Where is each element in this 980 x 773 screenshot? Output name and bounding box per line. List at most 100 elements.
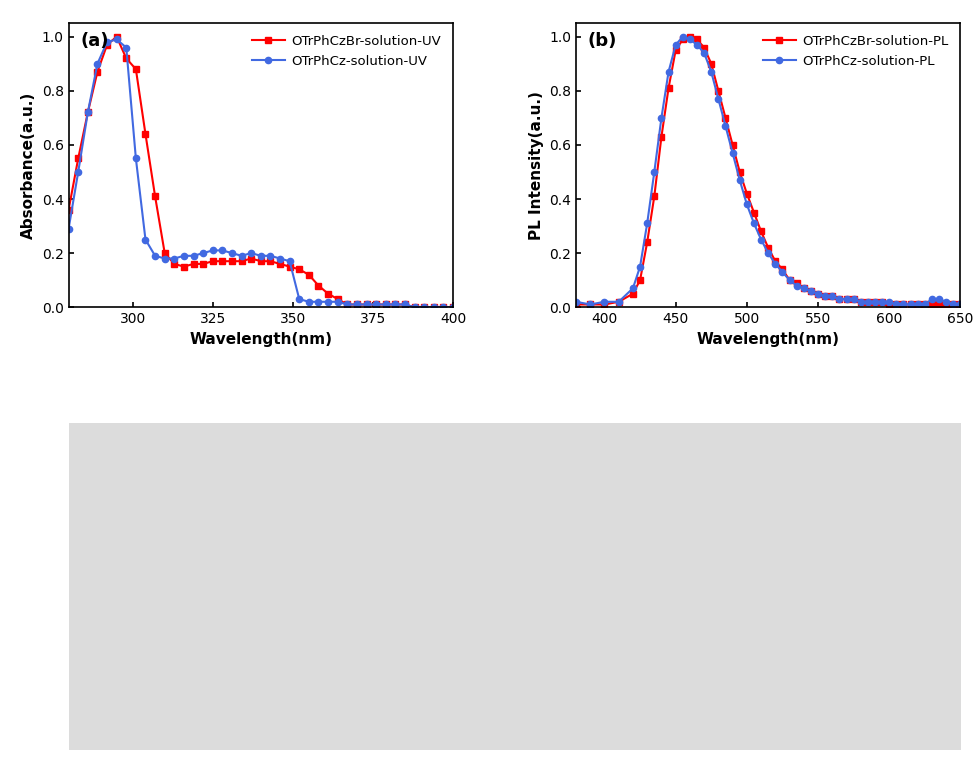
OTrPhCzBr-solution-UV xyxy=(380,300,392,309)
OTrPhCz-solution-UV xyxy=(187,251,199,261)
OTrPhCzBr-solution-UV xyxy=(169,259,180,268)
OTrPhCz-solution-UV xyxy=(139,235,151,244)
OTrPhCz-solution-UV xyxy=(236,251,248,261)
OTrPhCz-solution-UV xyxy=(332,297,344,306)
OTrPhCz-solution-UV xyxy=(159,254,171,263)
OTrPhCz-solution-PL xyxy=(848,295,859,304)
OTrPhCzBr-solution-UV xyxy=(73,154,84,163)
Line: OTrPhCz-solution-PL: OTrPhCz-solution-PL xyxy=(573,33,963,308)
OTrPhCz-solution-UV xyxy=(101,37,113,46)
OTrPhCzBr-solution-PL xyxy=(570,300,582,309)
OTrPhCzBr-solution-UV xyxy=(236,257,248,266)
OTrPhCz-solution-UV xyxy=(169,254,180,263)
OTrPhCz-solution-UV xyxy=(111,35,122,44)
OTrPhCzBr-solution-UV xyxy=(399,300,411,309)
OTrPhCz-solution-UV xyxy=(274,254,286,263)
OTrPhCz-solution-PL xyxy=(584,300,596,309)
OTrPhCzBr-solution-UV xyxy=(274,259,286,268)
OTrPhCzBr-solution-UV xyxy=(313,281,324,290)
OTrPhCzBr-solution-UV xyxy=(370,300,382,309)
OTrPhCz-solution-PL xyxy=(719,121,731,131)
OTrPhCz-solution-UV xyxy=(217,246,228,255)
OTrPhCzBr-solution-UV xyxy=(197,259,209,268)
OTrPhCz-solution-PL xyxy=(691,40,703,49)
OTrPhCzBr-solution-PL xyxy=(948,300,959,309)
OTrPhCzBr-solution-PL xyxy=(955,300,966,309)
OTrPhCz-solution-UV xyxy=(351,300,363,309)
OTrPhCz-solution-UV xyxy=(226,248,238,257)
OTrPhCz-solution-UV xyxy=(73,167,84,176)
OTrPhCz-solution-UV xyxy=(341,300,353,309)
OTrPhCz-solution-UV xyxy=(82,107,94,117)
OTrPhCzBr-solution-UV xyxy=(265,257,276,266)
OTrPhCzBr-solution-PL xyxy=(684,32,696,41)
OTrPhCzBr-solution-UV xyxy=(130,64,142,73)
OTrPhCzBr-solution-UV xyxy=(303,270,315,279)
Y-axis label: Absorbance(a.u.): Absorbance(a.u.) xyxy=(22,91,36,239)
OTrPhCzBr-solution-UV xyxy=(207,257,219,266)
OTrPhCzBr-solution-UV xyxy=(332,295,344,304)
Line: OTrPhCz-solution-UV: OTrPhCz-solution-UV xyxy=(66,36,456,310)
OTrPhCz-solution-UV xyxy=(207,246,219,255)
OTrPhCz-solution-UV xyxy=(91,59,103,68)
OTrPhCz-solution-UV xyxy=(322,297,334,306)
OTrPhCz-solution-UV xyxy=(255,251,267,261)
OTrPhCzBr-solution-UV xyxy=(284,262,296,271)
OTrPhCzBr-solution-UV xyxy=(255,257,267,266)
OTrPhCzBr-solution-UV xyxy=(437,302,449,312)
OTrPhCz-solution-UV xyxy=(380,300,392,309)
OTrPhCzBr-solution-UV xyxy=(361,300,372,309)
OTrPhCzBr-solution-UV xyxy=(418,302,430,312)
OTrPhCzBr-solution-UV xyxy=(226,257,238,266)
OTrPhCzBr-solution-UV xyxy=(82,107,94,117)
OTrPhCzBr-solution-UV xyxy=(322,289,334,298)
OTrPhCzBr-solution-UV xyxy=(351,300,363,309)
OTrPhCzBr-solution-UV xyxy=(91,67,103,77)
OTrPhCz-solution-UV xyxy=(245,248,257,257)
OTrPhCz-solution-PL xyxy=(570,297,582,306)
OTrPhCz-solution-PL xyxy=(727,148,739,158)
OTrPhCz-solution-UV xyxy=(409,302,420,312)
OTrPhCzBr-solution-UV xyxy=(293,264,305,274)
Line: OTrPhCzBr-solution-PL: OTrPhCzBr-solution-PL xyxy=(573,33,963,308)
OTrPhCz-solution-PL xyxy=(955,300,966,309)
OTrPhCz-solution-UV xyxy=(121,43,132,52)
OTrPhCz-solution-UV xyxy=(265,251,276,261)
OTrPhCzBr-solution-UV xyxy=(159,248,171,257)
Legend: OTrPhCzBr-solution-PL, OTrPhCz-solution-PL: OTrPhCzBr-solution-PL, OTrPhCz-solution-… xyxy=(758,30,954,73)
X-axis label: Wavelength(nm): Wavelength(nm) xyxy=(189,332,332,346)
Text: (a): (a) xyxy=(80,32,109,49)
OTrPhCz-solution-UV xyxy=(63,224,74,233)
Text: (b): (b) xyxy=(588,32,617,49)
OTrPhCzBr-solution-UV xyxy=(389,300,401,309)
OTrPhCz-solution-UV xyxy=(389,300,401,309)
OTrPhCz-solution-UV xyxy=(284,257,296,266)
OTrPhCz-solution-UV xyxy=(303,297,315,306)
OTrPhCz-solution-PL xyxy=(677,32,689,41)
OTrPhCzBr-solution-PL xyxy=(862,297,874,306)
OTrPhCzBr-solution-UV xyxy=(245,254,257,263)
OTrPhCzBr-solution-UV xyxy=(217,257,228,266)
OTrPhCzBr-solution-PL xyxy=(841,295,853,304)
OTrPhCz-solution-UV xyxy=(418,302,430,312)
OTrPhCzBr-solution-UV xyxy=(428,302,440,312)
OTrPhCzBr-solution-PL xyxy=(719,113,731,122)
Line: OTrPhCzBr-solution-UV: OTrPhCzBr-solution-UV xyxy=(66,33,456,310)
Y-axis label: PL Intensity(a.u.): PL Intensity(a.u.) xyxy=(528,90,544,240)
OTrPhCzBr-solution-UV xyxy=(101,40,113,49)
OTrPhCz-solution-UV xyxy=(178,251,190,261)
OTrPhCz-solution-UV xyxy=(130,154,142,163)
Legend: OTrPhCzBr-solution-UV, OTrPhCz-solution-UV: OTrPhCzBr-solution-UV, OTrPhCz-solution-… xyxy=(247,30,447,73)
OTrPhCzBr-solution-UV xyxy=(139,129,151,138)
OTrPhCz-solution-UV xyxy=(370,300,382,309)
X-axis label: Wavelength(nm): Wavelength(nm) xyxy=(697,332,840,346)
OTrPhCzBr-solution-UV xyxy=(121,53,132,63)
OTrPhCz-solution-UV xyxy=(428,302,440,312)
OTrPhCz-solution-UV xyxy=(197,248,209,257)
OTrPhCzBr-solution-UV xyxy=(111,32,122,41)
OTrPhCz-solution-PL xyxy=(948,300,959,309)
OTrPhCz-solution-UV xyxy=(149,251,161,261)
OTrPhCzBr-solution-UV xyxy=(63,205,74,214)
OTrPhCzBr-solution-UV xyxy=(149,192,161,201)
OTrPhCz-solution-UV xyxy=(447,302,459,312)
